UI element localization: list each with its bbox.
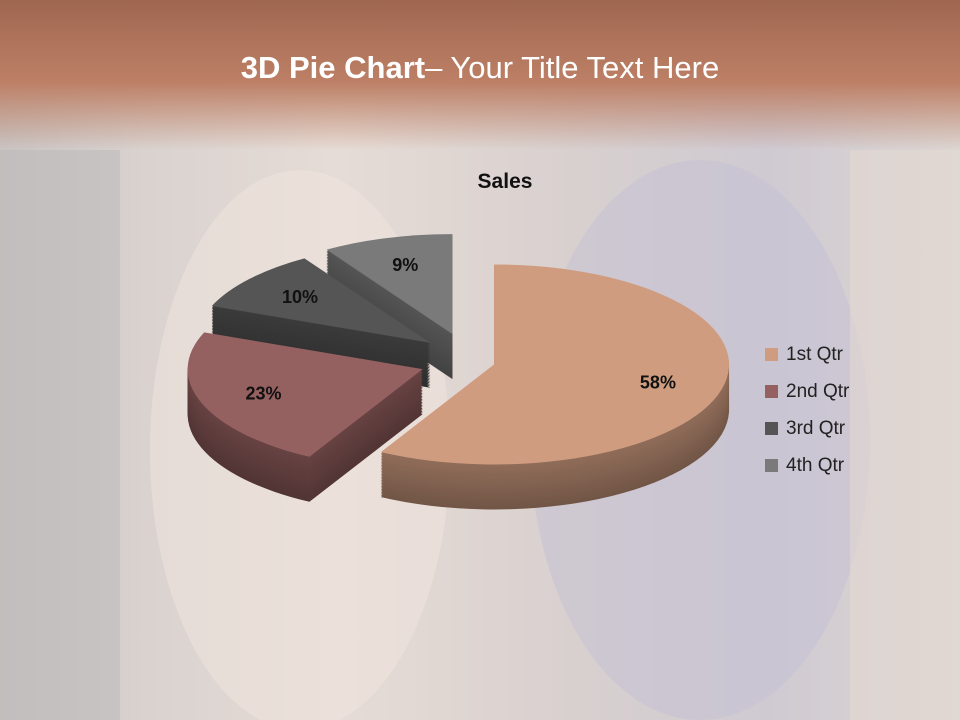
legend-swatch	[765, 385, 778, 398]
pie-slice-1	[380, 264, 730, 510]
title-bold: 3D Pie Chart	[240, 50, 426, 85]
legend-item: 2nd Qtr	[765, 373, 849, 410]
pie-slice-top	[380, 264, 730, 465]
pie-slice-top	[187, 332, 423, 457]
data-label: 9%	[392, 255, 418, 275]
slide-title: 3D Pie Chart– Your Title Text Here	[0, 50, 960, 86]
legend-swatch	[765, 459, 778, 472]
legend-label: 3rd Qtr	[786, 417, 846, 439]
legend-item: 1st Qtr	[765, 336, 849, 373]
legend-item: 3rd Qtr	[765, 410, 849, 447]
title-band	[0, 0, 960, 150]
data-label: 58%	[640, 372, 676, 392]
legend-item: 4th Qtr	[765, 447, 849, 484]
data-label: 10%	[282, 287, 318, 307]
pie-slice-2	[187, 332, 423, 502]
pie-slice-top	[211, 258, 431, 343]
pie-slice-top	[326, 234, 453, 335]
data-label: 23%	[245, 384, 281, 404]
chart-title: Sales	[478, 170, 533, 193]
legend-label: 2nd Qtr	[786, 380, 850, 402]
legend-swatch	[765, 422, 778, 435]
legend: 1st Qtr 2nd Qtr 3rd Qtr 4th Qtr	[765, 336, 849, 484]
legend-label: 4th Qtr	[786, 454, 845, 476]
legend-label: 1st Qtr	[786, 343, 844, 365]
pie-slice-3	[211, 258, 431, 388]
title-rest: – Your Title Text Here	[425, 50, 720, 85]
legend-swatch	[765, 348, 778, 361]
